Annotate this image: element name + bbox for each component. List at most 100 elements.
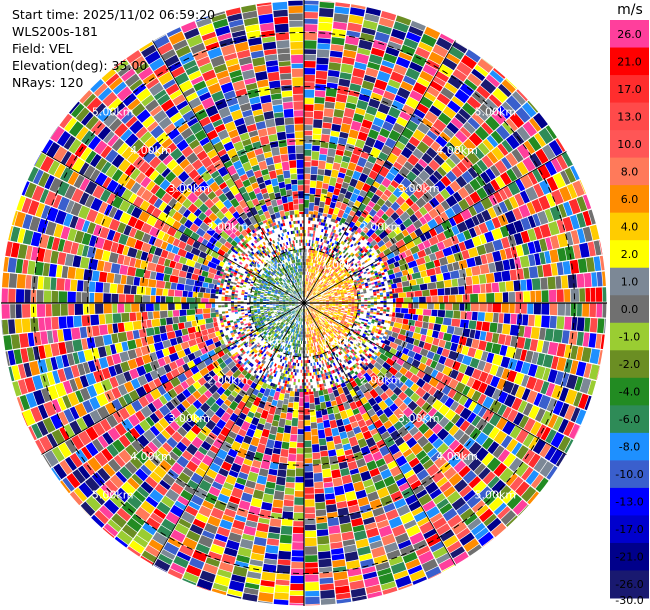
velocity-gate	[207, 377, 216, 387]
velocity-gate	[268, 134, 278, 142]
velocity-gate	[329, 50, 343, 58]
velocity-gate	[349, 83, 362, 92]
velocity-gate	[225, 178, 235, 189]
velocity-gate	[372, 224, 379, 231]
velocity-gate	[279, 543, 292, 552]
velocity-gate	[311, 428, 318, 436]
velocity-gate	[503, 313, 511, 324]
velocity-gate	[415, 489, 428, 499]
velocity-gate	[222, 186, 231, 194]
velocity-gate	[453, 460, 466, 473]
velocity-gate	[393, 266, 401, 274]
velocity-gate	[305, 530, 317, 538]
velocity-gate	[5, 241, 13, 257]
velocity-gate	[96, 393, 109, 407]
velocity-gate	[37, 276, 44, 290]
velocity-gate	[399, 111, 411, 121]
velocity-gate	[388, 221, 398, 231]
velocity-gate	[140, 176, 152, 188]
velocity-gate	[419, 182, 431, 194]
velocity-gate	[199, 203, 209, 214]
velocity-gate	[550, 263, 558, 276]
velocity-gate	[136, 186, 146, 197]
velocity-gate	[32, 375, 44, 390]
velocity-gate	[120, 361, 131, 373]
velocity-gate	[343, 150, 353, 158]
velocity-gate	[297, 174, 304, 180]
velocity-gate	[399, 202, 410, 212]
velocity-gate	[222, 115, 234, 125]
velocity-gate	[331, 469, 341, 479]
velocity-gate	[25, 392, 38, 408]
velocity-gate	[511, 442, 523, 456]
velocity-gate	[199, 116, 211, 127]
velocity-gate	[290, 434, 298, 442]
velocity-gate	[246, 200, 255, 209]
velocity-gate	[256, 407, 264, 414]
velocity-gate	[264, 49, 277, 56]
velocity-gate	[85, 476, 100, 493]
velocity-gate	[210, 170, 220, 179]
velocity-gate	[295, 482, 304, 491]
velocity-gate	[278, 418, 286, 428]
velocity-gate	[451, 318, 461, 327]
velocity-gate	[187, 266, 195, 274]
velocity-gate	[31, 423, 43, 439]
velocity-gate	[509, 425, 522, 439]
velocity-gate	[421, 558, 438, 572]
velocity-gate	[401, 324, 410, 331]
velocity-gate	[344, 449, 353, 456]
velocity-gate	[44, 175, 55, 190]
velocity-gate	[144, 166, 155, 178]
velocity-gate	[110, 242, 119, 253]
velocity-gate	[473, 225, 482, 236]
velocity-gate	[376, 519, 390, 529]
velocity-gate	[347, 499, 358, 507]
velocity-gate	[520, 303, 527, 314]
velocity-gate	[520, 349, 527, 362]
velocity-gate	[477, 142, 490, 156]
velocity-gate	[82, 220, 91, 233]
velocity-gate	[45, 304, 52, 317]
velocity-gate	[523, 140, 536, 155]
velocity-gate	[582, 303, 590, 317]
velocity-gate	[402, 286, 412, 293]
velocity-gate	[89, 409, 102, 424]
velocity-gate	[181, 21, 197, 33]
velocity-gate	[308, 214, 311, 218]
velocity-gate	[157, 256, 166, 266]
velocity-gate	[570, 360, 579, 375]
velocity-gate	[393, 21, 409, 33]
velocity-gate	[296, 454, 304, 462]
velocity-gate	[185, 65, 200, 76]
velocity-gate	[203, 373, 212, 382]
velocity-gate	[188, 169, 199, 180]
velocity-gate	[83, 165, 96, 179]
velocity-gate	[380, 383, 389, 392]
velocity-gate	[15, 258, 24, 274]
velocity-gate	[145, 99, 159, 113]
velocity-gate	[113, 273, 122, 284]
velocity-gate	[446, 325, 455, 335]
velocity-gate	[497, 506, 511, 520]
velocity-gate	[484, 231, 495, 243]
velocity-gate	[88, 135, 101, 150]
velocity-gate	[266, 65, 279, 73]
velocity-gate	[111, 353, 122, 365]
velocity-gate	[248, 505, 261, 516]
velocity-gate	[388, 106, 401, 119]
velocity-gate	[153, 334, 162, 343]
velocity-gate	[55, 382, 67, 397]
velocity-gate	[337, 386, 344, 395]
velocity-gate	[295, 145, 304, 154]
velocity-gate	[126, 275, 134, 285]
velocity-gate	[227, 375, 236, 385]
velocity-gate	[128, 389, 140, 402]
velocity-gate	[552, 329, 563, 343]
velocity-gate	[142, 522, 157, 536]
velocity-gate	[202, 141, 214, 154]
velocity-gate	[393, 322, 403, 329]
velocity-gate	[245, 185, 254, 193]
velocity-gate	[452, 391, 463, 402]
velocity-gate	[471, 90, 486, 105]
